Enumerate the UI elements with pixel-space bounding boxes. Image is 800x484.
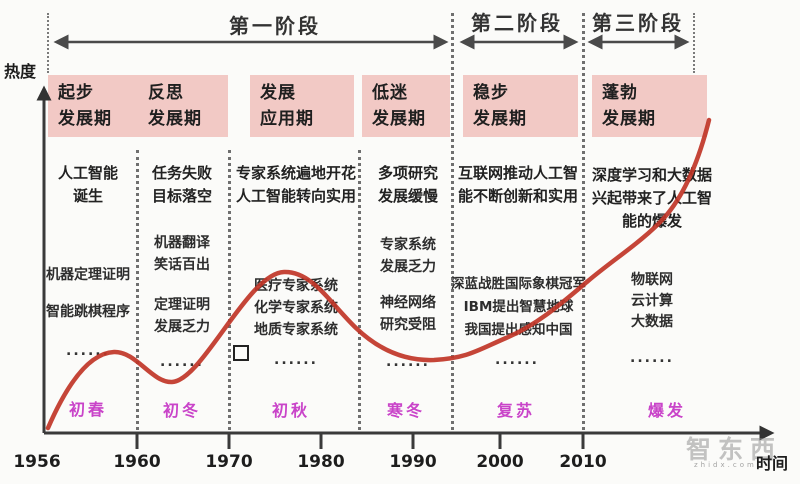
x-axis-label: 时间 (756, 454, 789, 473)
year-1960: 1960 (113, 452, 161, 472)
phase-guide-start (47, 13, 49, 73)
period-6-summary: 深度学习和大数据 兴起带来了人工智 能的爆发 (591, 166, 712, 230)
year-1956: 1956 (13, 452, 61, 472)
period-4-season: 寒冬 (386, 401, 425, 420)
period-2-title: 反思 发展期 (148, 83, 202, 129)
period-4-event-1: 专家系统 发展乏力 (380, 237, 436, 275)
period-5-season: 复苏 (496, 401, 535, 420)
period-4-title: 低迷 发展期 (372, 83, 426, 129)
period-1-season: 初春 (68, 400, 107, 419)
period-3-ellipsis: ...... (274, 352, 318, 368)
phase-2-label: 第二阶段 (471, 11, 563, 35)
year-2010: 2010 (559, 452, 607, 472)
period-5-event-1: 深蓝战胜国际象棋冠军 IBM提出智慧地球 我国提出感知中国 (451, 276, 586, 338)
period-4-ellipsis: ...... (386, 354, 430, 370)
period-5-ellipsis: ...... (495, 352, 539, 368)
period-3-event-1: 医疗专家系统 化学专家系统 地质专家系统 (254, 278, 338, 338)
period-1-event-1: 机器定理证明 (46, 267, 130, 283)
phase-1-label: 第一阶段 (229, 14, 321, 38)
period-2-season: 初冬 (162, 401, 201, 420)
period-2-event-1: 机器翻译 笑话百出 (154, 235, 210, 273)
period-2-summary: 任务失败 目标落空 (151, 164, 212, 205)
period-5-summary: 互联网推动人工智 能不断创新和实用 (457, 164, 578, 205)
watermark-url: zhidx.com (694, 461, 757, 469)
period-6-season: 爆发 (647, 401, 686, 420)
period-5-title: 稳步 发展期 (473, 83, 527, 129)
year-1970: 1970 (205, 452, 253, 472)
year-1990: 1990 (389, 452, 437, 472)
period-3-season: 初秋 (271, 401, 310, 420)
period-1-event-2: 智能跳棋程序 (46, 304, 130, 320)
period-3-title: 发展 应用期 (260, 83, 314, 129)
period-6-ellipsis: ...... (630, 350, 674, 366)
period-2-ellipsis: ...... (160, 354, 204, 370)
period-3-summary: 专家系统遍地开花 人工智能转向实用 (235, 164, 356, 205)
phase-guide-end (693, 13, 695, 73)
period-6-event-1: 物联网 云计算 大数据 (631, 272, 673, 330)
period-1-summary: 人工智能 诞生 (57, 164, 118, 205)
period-2-event-2: 定理证明 发展乏力 (154, 297, 210, 335)
y-axis-label: 热度 (4, 62, 37, 81)
period-4-summary: 多项研究 发展缓慢 (377, 164, 438, 205)
year-2000: 2000 (476, 452, 524, 472)
period-6-title: 蓬勃 发展期 (602, 83, 656, 129)
period-1-title: 起步 发展期 (58, 83, 112, 129)
phase-3-label: 第三阶段 (592, 11, 684, 35)
period-1-ellipsis: ...... (66, 343, 110, 359)
year-1980: 1980 (297, 452, 345, 472)
